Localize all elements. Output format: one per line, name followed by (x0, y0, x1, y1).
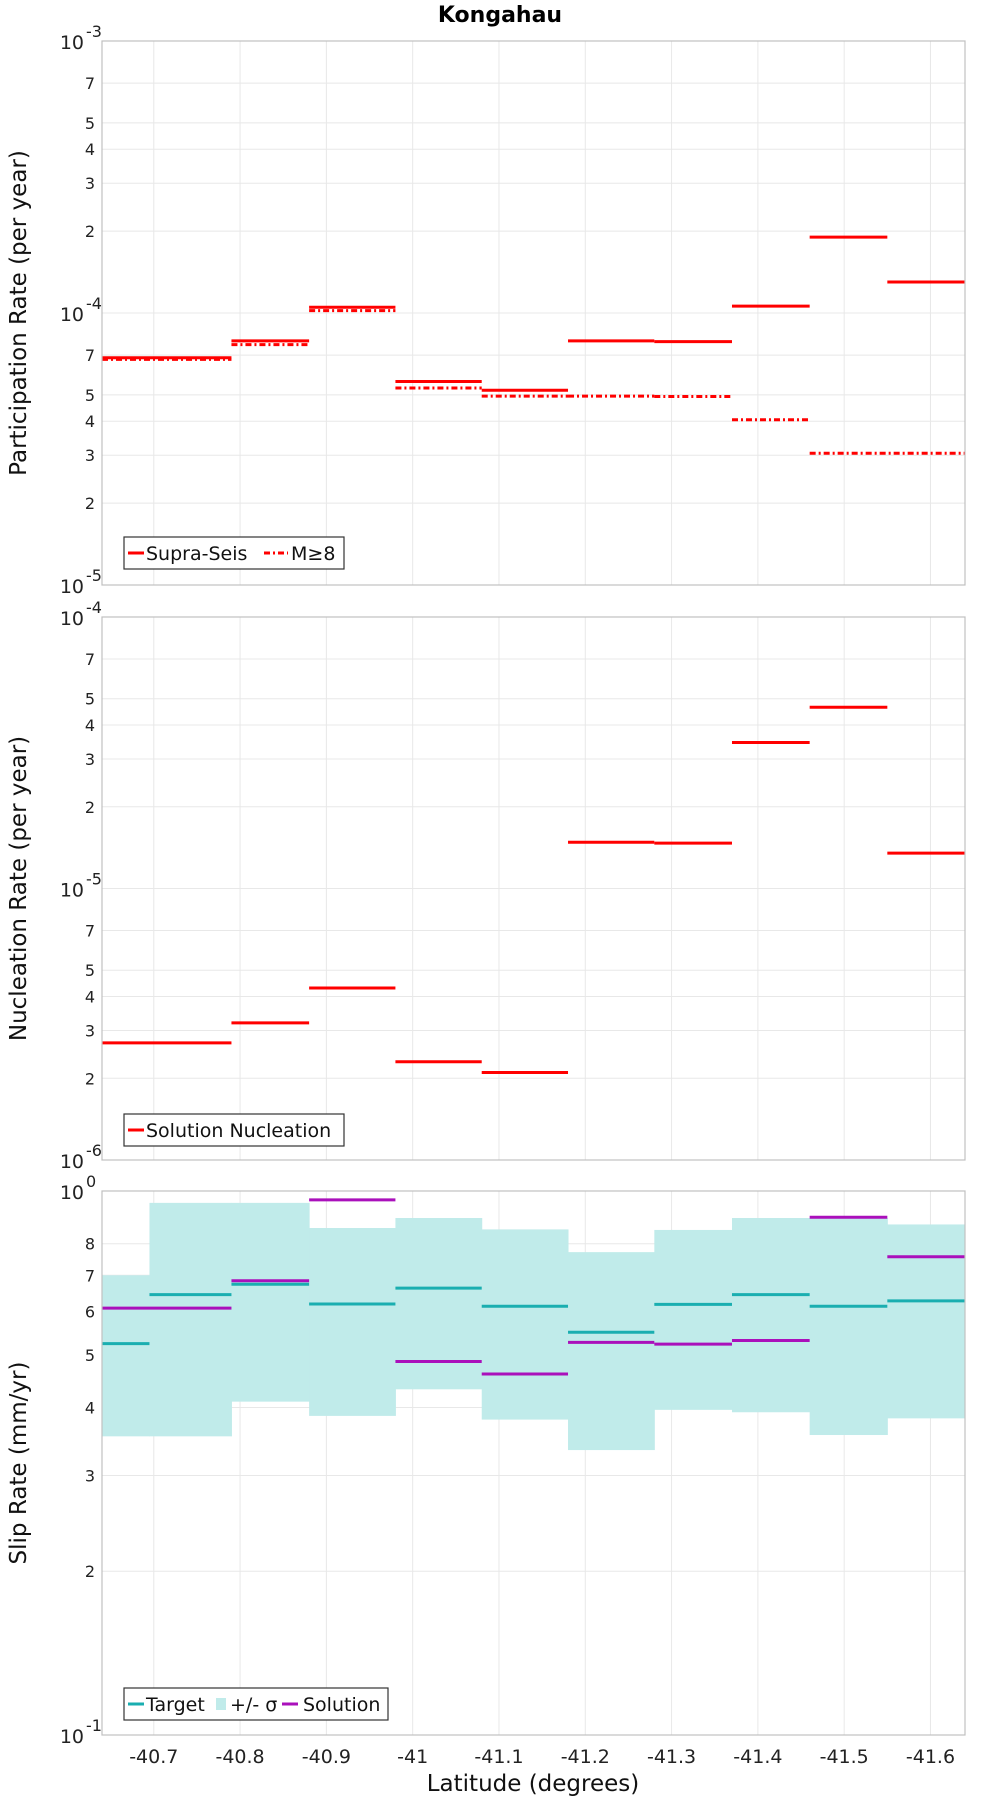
legend-label: M≥8 (291, 543, 335, 565)
band-segment (309, 1228, 396, 1416)
y-tick-label: 3 (85, 750, 95, 769)
y-tick-label-major: 10 (60, 576, 84, 598)
legend-label: Supra-Seis (146, 543, 247, 565)
y-tick-label: 4 (85, 988, 95, 1007)
y-tick-label: 7 (85, 346, 95, 365)
y-tick-label: 4 (85, 1398, 95, 1417)
band-segment (809, 1218, 888, 1436)
band-segment (568, 1252, 655, 1451)
grid (102, 40, 965, 586)
plot-frame (101, 616, 966, 1161)
x-tick-label: -40.7 (129, 1746, 178, 1768)
series-Target (102, 1282, 965, 1346)
series-Supra-Seis (102, 235, 965, 392)
x-tick-label: -41.6 (906, 1746, 955, 1768)
y-axis-title: Slip Rate (mm/yr) (6, 1362, 32, 1565)
y-tick-label-major: 10 (60, 880, 84, 902)
y-tick-exponent: -1 (86, 1716, 102, 1735)
x-tick-label: -40.8 (215, 1746, 264, 1768)
y-tick-label: 7 (85, 1266, 95, 1285)
band-segment (481, 1229, 569, 1420)
y-tick-label: 2 (85, 1069, 95, 1088)
y-tick-exponent: -4 (86, 294, 102, 313)
y-tick-exponent: -5 (86, 870, 102, 889)
band-segment (654, 1229, 733, 1410)
y-axis-title: Participation Rate (per year) (6, 150, 32, 476)
x-tick-label: -41.3 (647, 1746, 696, 1768)
legend-label: +/- σ (230, 1694, 277, 1716)
y-tick-label: 7 (85, 922, 95, 941)
y-tick-label-major: 10 (60, 1182, 84, 1204)
y-tick-label: 3 (85, 1466, 95, 1485)
y-tick-label: 5 (85, 386, 95, 405)
x-tick-label: -41.2 (561, 1746, 610, 1768)
legend-label: Solution (303, 1694, 380, 1716)
series-Solution (102, 1198, 965, 1376)
y-tick-label-major: 10 (60, 32, 84, 54)
legend: Target +/- σ Solution (123, 1687, 389, 1721)
y-tick-label: 6 (85, 1303, 95, 1322)
y-tick-exponent: -6 (86, 1141, 102, 1160)
y-tick-label-major: 10 (60, 304, 84, 326)
y-tick-label: 2 (85, 222, 95, 241)
series-Solution Nucleation (102, 705, 965, 1075)
y-axis-title: Nucleation Rate (per year) (6, 736, 32, 1041)
y-tick-label: 7 (85, 650, 95, 669)
y-tick-label-major: 10 (60, 608, 84, 630)
y-tick-label: 8 (85, 1235, 95, 1254)
plot-frame (101, 1190, 966, 1736)
y-tick-label: 3 (85, 1021, 95, 1040)
legend-swatch-band (216, 1698, 226, 1710)
x-tick-label: -41.5 (820, 1746, 869, 1768)
y-tick-label: 4 (85, 716, 95, 735)
y-tick-label: 4 (85, 140, 95, 159)
x-tick-label: -41.4 (733, 1746, 782, 1768)
y-tick-label-major: 10 (60, 1151, 84, 1173)
legend-label: Target (145, 1694, 205, 1716)
chart-title: Kongahau (438, 3, 562, 28)
y-tick-label: 2 (85, 1562, 95, 1581)
y-tick-label: 5 (85, 114, 95, 133)
x-axis-title: Latitude (degrees) (427, 1771, 640, 1797)
y-tick-label: 3 (85, 174, 95, 193)
legend-label: Solution Nucleation (146, 1120, 331, 1142)
legend-box (123, 536, 345, 570)
y-tick-label: 2 (85, 494, 95, 513)
legend-box (123, 1113, 345, 1147)
y-tick-label: 5 (85, 690, 95, 709)
grid (102, 616, 965, 1161)
x-tick-label: -40.9 (302, 1746, 351, 1768)
y-tick-label: 7 (85, 74, 95, 93)
series-M≥8 (102, 309, 965, 455)
band-series (102, 1202, 966, 1451)
y-tick-exponent: -3 (86, 22, 102, 41)
x-tick-label: -41 (397, 1746, 428, 1768)
y-tick-label-major: 10 (60, 1726, 84, 1748)
band-segment (887, 1224, 966, 1419)
band-segment (731, 1218, 811, 1413)
y-tick-exponent: 0 (86, 1172, 96, 1191)
band-segment (149, 1202, 232, 1437)
band-segment (231, 1202, 310, 1402)
y-tick-label: 4 (85, 412, 95, 431)
band-segment (102, 1275, 150, 1437)
y-tick-label: 5 (85, 1346, 95, 1365)
plot-frame (101, 40, 966, 586)
band-segment (395, 1218, 483, 1390)
y-tick-label: 2 (85, 798, 95, 817)
y-tick-exponent: -4 (86, 598, 102, 617)
y-tick-exponent: -5 (86, 566, 102, 585)
y-tick-label: 5 (85, 961, 95, 980)
x-tick-label: -41.1 (474, 1746, 523, 1768)
legend: Solution Nucleation (123, 1113, 345, 1147)
y-tick-label: 3 (85, 446, 95, 465)
legend: Supra-Seis M≥8 (123, 536, 345, 570)
legend-box (123, 1687, 389, 1721)
